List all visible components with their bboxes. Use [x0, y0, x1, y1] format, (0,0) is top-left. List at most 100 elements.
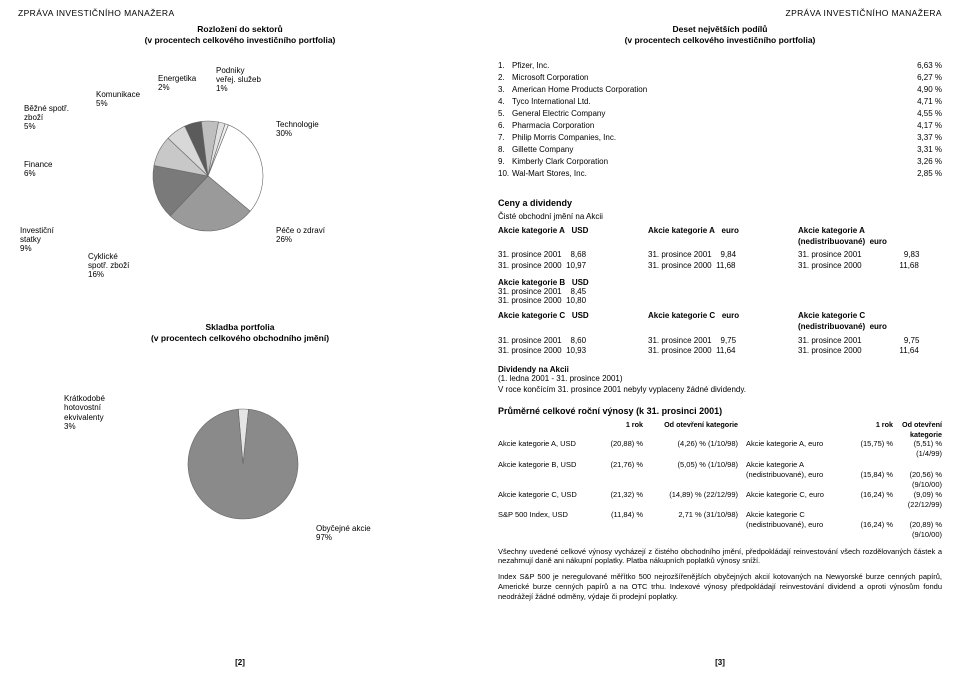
catA-r1av: 8,68 [571, 250, 587, 259]
catA-r2a: 31. prosince 2000 [498, 261, 562, 270]
portfolio-h2: (v procentech celkového obchodního jmění… [151, 333, 329, 343]
perf-row: (nedistribuované), euro(15,84) %(20,56) … [498, 470, 942, 490]
sector-heading: Rozložení do sektorů (v procentech celko… [18, 24, 462, 46]
perf-row: Akcie kategorie B, USD(21,76) %(5,05) % … [498, 460, 942, 470]
catA-r2av: 10,97 [566, 261, 586, 270]
perf-row: Akcie kategorie A, USD(20,88) %(4,26) % … [498, 439, 942, 459]
catC-r2bv: 11,64 [716, 346, 735, 355]
portfolio-h1: Skladba portfolia [206, 322, 275, 332]
catA-r1cv: 9,83 [904, 250, 920, 259]
lbl-hotovost: Krátkodobéhotovostníekvivalenty3% [64, 394, 105, 431]
holdings-row: 9.Kimberly Clark Corporation3,26 % [498, 156, 942, 168]
sector-pie [148, 116, 268, 236]
holdings-list: 1.Pfizer, Inc.6,63 %2.Microsoft Corporat… [498, 60, 942, 180]
perf-row: Akcie kategorie C, USD(21,32) %(14,89) %… [498, 490, 942, 510]
catA-r2b: 31. prosince 2000 [648, 261, 712, 270]
sector-h2: (v procentech celkového investičního por… [145, 35, 336, 45]
lbl-bezne: Běžné spotř.zboží5% [24, 104, 69, 132]
catA-r1b: 31. prosince 2001 [648, 250, 712, 259]
catC-r1cv: 9,75 [904, 336, 920, 345]
lbl-akcie: Obyčejné akcie97% [316, 524, 371, 542]
catA-r2: 31. prosince 2000 10,97 31. prosince 200… [498, 261, 942, 272]
catA-r2bv: 11,68 [716, 261, 735, 270]
catC-r1: 31. prosince 2001 8,60 31. prosince 2001… [498, 336, 942, 347]
div-text: V roce končícím 31. prosince 2001 nebyly… [498, 385, 942, 396]
perf-h-c5: 1 rok [843, 420, 893, 439]
perf-h-c6: Od otevření kategorie [893, 420, 942, 439]
catA-r1: 31. prosince 2001 8,68 31. prosince 2001… [498, 250, 942, 261]
lbl-tech: Technologie30% [276, 120, 319, 138]
sector-h1: Rozložení do sektorů [197, 24, 282, 34]
catC-r1b: 31. prosince 2001 [648, 336, 712, 345]
catC-r1av: 8,60 [571, 336, 587, 345]
holdings-row: 7.Philip Morris Companies, Inc.3,37 % [498, 132, 942, 144]
catA-r1bv: 9,84 [721, 250, 737, 259]
perf-table: 1 rok Od otevření kategorie 1 rok Od ote… [498, 420, 942, 541]
catC-r1a: 31. prosince 2001 [498, 336, 562, 345]
catA-header: Akcie kategorie A USD Akcie kategorie A … [498, 226, 942, 248]
catC-r2a: 31. prosince 2000 [498, 346, 562, 355]
holdings-row: 2.Microsoft Corporation6,27 % [498, 72, 942, 84]
catA-h3: Akcie kategorie A (nedistribuované) [798, 226, 865, 246]
perf-header-row: 1 rok Od otevření kategorie 1 rok Od ote… [498, 420, 942, 439]
catA-h2b: euro [722, 226, 739, 235]
perf-row: (nedistribuované), euro(16,24) %(20,89) … [498, 520, 942, 540]
holdings-heading: Deset největších podílů (v procentech ce… [498, 24, 942, 46]
catC-r1bv: 9,75 [721, 336, 737, 345]
lbl-pece: Péče o zdraví26% [276, 226, 325, 244]
page-number-left: [2] [235, 658, 245, 667]
holdings-row: 8.Gillette Company3,31 % [498, 144, 942, 156]
holdings-row: 4.Tyco International Ltd.4,71 % [498, 96, 942, 108]
lbl-podniky: Podnikyveřej. služeb1% [216, 66, 261, 94]
catA-h1b: USD [572, 226, 589, 235]
catA-h1: Akcie kategorie A [498, 226, 565, 235]
catC-r1c: 31. prosince 2001 [798, 336, 862, 345]
catA-r2c: 31. prosince 2000 [798, 261, 862, 270]
holdings-row: 3.American Home Products Corporation4,90… [498, 84, 942, 96]
catC-header: Akcie kategorie C USD Akcie kategorie C … [498, 311, 942, 333]
catC-r2c: 31. prosince 2000 [798, 346, 862, 355]
lbl-energetika: Energetika2% [158, 74, 196, 92]
catA-r1c: 31. prosince 2001 [798, 250, 862, 259]
catB-h: Akcie kategorie B [498, 278, 565, 287]
prices-title: Ceny a dividendy [498, 198, 942, 208]
catB-r2v: 10,80 [566, 296, 586, 305]
div-period: (1. ledna 2001 - 31. prosince 2001) [498, 374, 942, 385]
left-page: ZPRÁVA INVESTIČNÍHO MANAŽERA Rozložení d… [0, 0, 480, 675]
catB-r2: 31. prosince 2000 [498, 296, 562, 305]
page-header-right: ZPRÁVA INVESTIČNÍHO MANAŽERA [498, 8, 942, 18]
catC-h1b: USD [572, 311, 589, 320]
catC-r2av: 10,93 [566, 346, 586, 355]
catA-h2: Akcie kategorie A [648, 226, 715, 235]
holdings-row: 6.Pharmacia Corporation4,17 % [498, 120, 942, 132]
catB-hb: USD [572, 278, 589, 287]
catC-r2cv: 11,64 [899, 346, 918, 355]
lbl-finance: Finance6% [24, 160, 52, 178]
lbl-komunikace: Komunikace5% [96, 90, 140, 108]
right-page: ZPRÁVA INVESTIČNÍHO MANAŽERA Deset nejvě… [480, 0, 960, 675]
catB-block: Akcie kategorie B USD 31. prosince 2001 … [498, 278, 942, 305]
catA-r2cv: 11,68 [899, 261, 918, 270]
perf-row: S&P 500 Index, USD(11,84) %2,71 % (31/10… [498, 510, 942, 520]
catC-h1: Akcie kategorie C [498, 311, 565, 320]
holdings-h2: (v procentech celkového investičního por… [625, 35, 816, 45]
portfolio-pie [183, 404, 303, 524]
perf-title: Průměrné celkové roční výnosy (k 31. pro… [498, 406, 942, 416]
perf-h-c2: 1 rok [593, 420, 643, 439]
holdings-row: 5.General Electric Company4,55 % [498, 108, 942, 120]
lbl-cyklicke: Cyklickéspotř. zboží16% [88, 252, 129, 280]
page-header-left: ZPRÁVA INVESTIČNÍHO MANAŽERA [18, 8, 462, 18]
catC-h2: Akcie kategorie C [648, 311, 715, 320]
holdings-row: 1.Pfizer, Inc.6,63 % [498, 60, 942, 72]
catC-h3b: euro [870, 322, 887, 331]
lbl-invest: Investičnístatky9% [20, 226, 54, 254]
catA-r1a: 31. prosince 2001 [498, 250, 562, 259]
catA-h3b: euro [870, 237, 887, 246]
catC-r2: 31. prosince 2000 10,93 31. prosince 200… [498, 346, 942, 357]
nav-intro: Čisté obchodní jmění na Akcii [498, 212, 942, 223]
perf-h-c3: Od otevření kategorie [643, 420, 738, 439]
page-number-right: [3] [715, 658, 725, 667]
catC-h2b: euro [722, 311, 739, 320]
div-title: Dividendy na Akcii [498, 365, 942, 374]
holdings-h1: Deset největších podílů [673, 24, 768, 34]
